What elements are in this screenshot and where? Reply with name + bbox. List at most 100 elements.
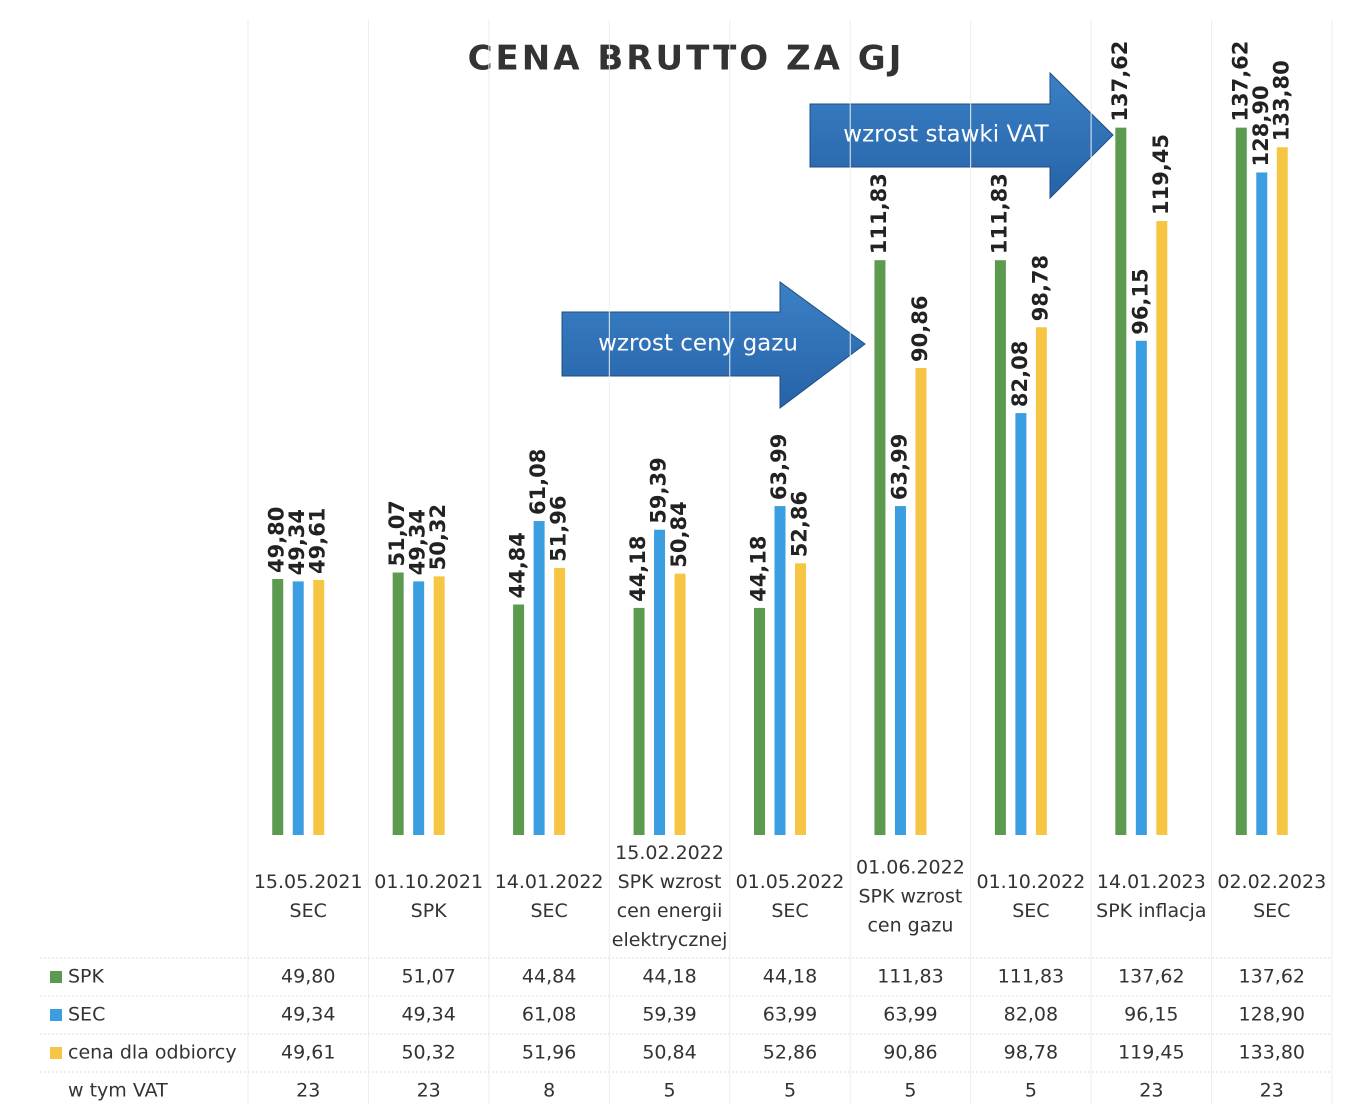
value-label: 133,80 xyxy=(1269,60,1293,141)
table-cell: 23 xyxy=(1260,1080,1284,1102)
bar xyxy=(1235,127,1247,836)
bar xyxy=(1276,147,1288,835)
legend-label: cena dla odbiorcy xyxy=(68,1042,237,1064)
x-tick-label: 14.01.2023 xyxy=(1097,871,1206,893)
x-tick-label: 15.02.2022 xyxy=(615,842,724,864)
bar xyxy=(915,367,927,835)
x-tick-label: 01.10.2022 xyxy=(976,871,1085,893)
table-cell: 63,99 xyxy=(883,1004,937,1026)
annotation: wzrost stawki VAT xyxy=(843,122,1049,148)
legend-label: SPK xyxy=(68,966,105,988)
bar xyxy=(654,529,666,835)
table-cell: 5 xyxy=(1025,1080,1037,1102)
table-cell: 49,80 xyxy=(281,966,335,988)
value-label: 49,34 xyxy=(406,509,430,575)
bar xyxy=(894,506,906,835)
legend-swatch xyxy=(50,1047,62,1059)
value-label: 61,08 xyxy=(526,449,550,515)
value-label: 137,62 xyxy=(1108,41,1132,122)
table-cell: 61,08 xyxy=(522,1004,576,1026)
value-label: 49,61 xyxy=(306,508,330,574)
x-tick-label: elektrycznej xyxy=(612,929,728,951)
value-label: 52,86 xyxy=(788,491,812,557)
value-label: 51,96 xyxy=(547,495,571,561)
x-tick-label: SEC xyxy=(1253,900,1290,922)
legend-swatch xyxy=(50,971,62,983)
table-cell: 133,80 xyxy=(1239,1042,1305,1064)
x-tick-label: 01.05.2022 xyxy=(736,871,845,893)
table-cell: 52,86 xyxy=(763,1042,817,1064)
table-cell: 8 xyxy=(543,1080,555,1102)
bar xyxy=(272,579,284,835)
value-label: 63,99 xyxy=(887,434,911,500)
x-tick-label: cen gazu xyxy=(867,915,953,937)
table-cell: 82,08 xyxy=(1004,1004,1058,1026)
value-label: 49,34 xyxy=(285,509,309,575)
table-cell: 59,39 xyxy=(642,1004,696,1026)
table-cell: 5 xyxy=(664,1080,676,1102)
bar xyxy=(513,604,525,835)
x-tick-label: cen energii xyxy=(617,900,723,922)
value-label: 96,15 xyxy=(1128,268,1152,334)
bar xyxy=(994,260,1006,835)
table-cell: 23 xyxy=(1139,1080,1163,1102)
table-cell: 96,15 xyxy=(1124,1004,1178,1026)
annotation: wzrost ceny gazu xyxy=(598,331,798,357)
x-tick-label: SEC xyxy=(771,900,808,922)
x-tick-label: 15.05.2021 xyxy=(254,871,363,893)
bar xyxy=(774,506,786,835)
row-label: w tym VAT xyxy=(68,1080,168,1102)
bar xyxy=(874,260,886,835)
x-tick-label: SPK inflacja xyxy=(1096,900,1206,922)
chart-title: CENA BRUTTO ZA GJ xyxy=(468,39,905,79)
table-cell: 111,83 xyxy=(998,966,1064,988)
bar xyxy=(754,607,765,835)
table-cell: 49,34 xyxy=(401,1004,455,1026)
bar xyxy=(1115,127,1127,836)
value-label: 82,08 xyxy=(1008,341,1032,407)
table-cell: 50,84 xyxy=(642,1042,696,1064)
x-tick-label: SPK wzrost xyxy=(858,886,962,908)
bar xyxy=(633,607,645,835)
bar xyxy=(1015,413,1027,835)
table-cell: 5 xyxy=(904,1080,916,1102)
table-cell: 111,83 xyxy=(877,966,943,988)
table-cell: 44,18 xyxy=(642,966,696,988)
table-cell: 119,45 xyxy=(1118,1042,1184,1064)
x-tick-label: SPK xyxy=(411,900,448,922)
bar xyxy=(413,581,425,835)
x-tick-label: 14.01.2022 xyxy=(495,871,604,893)
table-cell: 49,61 xyxy=(281,1042,335,1064)
x-tick-label: SEC xyxy=(290,900,327,922)
value-label: 98,78 xyxy=(1028,255,1052,321)
bar xyxy=(392,572,404,835)
value-label: 119,45 xyxy=(1149,134,1173,215)
table-cell: 137,62 xyxy=(1239,966,1305,988)
value-label: 111,83 xyxy=(867,173,891,254)
table-cell: 51,07 xyxy=(401,966,455,988)
table-cell: 23 xyxy=(417,1080,441,1102)
table-cell: 51,96 xyxy=(522,1042,576,1064)
value-label: 59,39 xyxy=(647,457,671,523)
value-label: 49,80 xyxy=(265,507,289,573)
table-cell: 44,84 xyxy=(522,966,576,988)
bar xyxy=(1135,340,1147,835)
table-cell: 50,32 xyxy=(401,1042,455,1064)
x-tick-label: 01.10.2021 xyxy=(374,871,483,893)
x-tick-label: SEC xyxy=(1012,900,1049,922)
value-label: 44,18 xyxy=(626,535,650,601)
arrow xyxy=(561,281,866,410)
value-label: 44,84 xyxy=(506,532,530,598)
value-label: 128,90 xyxy=(1249,85,1273,166)
value-label: 111,83 xyxy=(987,173,1011,254)
table-cell: 98,78 xyxy=(1004,1042,1058,1064)
bar xyxy=(554,567,566,835)
x-tick-label: SEC xyxy=(530,900,567,922)
value-label: 50,32 xyxy=(426,504,450,570)
bar xyxy=(1256,172,1268,836)
value-label: 137,62 xyxy=(1228,41,1252,122)
bar xyxy=(292,581,304,835)
table-cell: 5 xyxy=(784,1080,796,1102)
table-cell: 63,99 xyxy=(763,1004,817,1026)
